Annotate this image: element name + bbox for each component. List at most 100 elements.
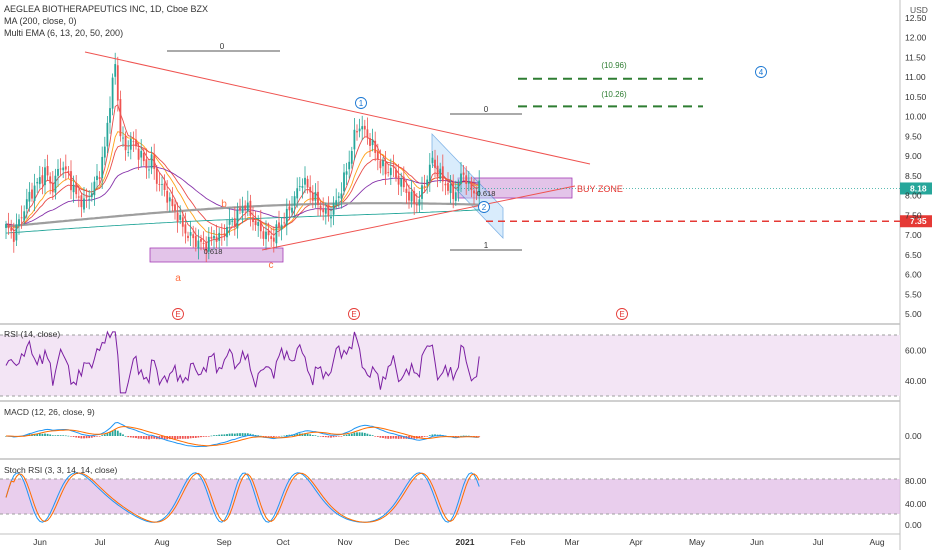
macd-histogram-bar [408,436,410,440]
macd-histogram-bar [421,436,423,438]
macd-histogram-bar [122,434,124,436]
time-tick-label: Jun [33,537,47,547]
macd-histogram-bar [475,436,478,437]
annotation-label: (10.26) [601,90,627,99]
candle-body [96,175,98,181]
annotation-label: BUY ZONE [577,184,623,194]
rsi-title: RSI (14, close) [4,329,60,339]
candle-body [202,242,205,244]
candle-body [270,236,273,239]
macd-histogram-bar [213,435,215,436]
macd-histogram-bar [77,436,80,438]
candle-body [462,172,465,175]
annotation-label: 0.618 [204,247,223,256]
macd-histogram-bar [428,435,431,436]
candle-body [124,135,127,151]
candle-body [67,171,70,173]
annotation-label: 2 [482,203,487,212]
macd-histogram-bar [265,436,267,437]
candle-body [90,193,93,198]
macd-histogram-bar [33,433,36,436]
macd-histogram-bar [67,435,70,437]
macd-histogram-bar [410,436,413,439]
candle-body [254,220,257,226]
time-tick-label: Aug [154,537,169,547]
macd-histogram-bar [322,436,325,438]
candle-body [278,222,280,228]
candle-body [475,192,478,194]
macd-histogram-bar [379,436,382,438]
macd-histogram-bar [314,435,317,436]
candle-body [400,178,403,187]
candle-body [163,183,166,190]
candle-body [452,182,455,200]
candle-body [46,166,49,176]
stoch-tick-label: 40.00 [905,499,927,509]
macd-histogram-bar [337,436,340,437]
macd-histogram-bar [197,436,200,438]
macd-histogram-bar [174,436,176,439]
candle-body [145,159,148,169]
rsi-line [5,330,480,394]
time-tick-label: Mar [565,537,580,547]
macd-histogram-bar [332,436,335,438]
candle-body [304,177,306,185]
macd-histogram-bar [93,436,96,438]
chart-title: AEGLEA BIOTHERAPEUTICS INC, 1D, Cboe BZX [4,4,208,14]
time-tick-label: Oct [276,537,290,547]
candle-body [460,173,462,184]
macd-histogram-bar [239,433,241,436]
indicator-ma-label: MA (200, close, 0) [4,16,77,26]
earnings-marker [616,308,628,320]
macd-histogram-bar [278,436,280,437]
macd-histogram-bar [226,434,228,436]
stop-price-label: 7.35 [910,216,927,226]
stoch-tick-label: 0.00 [905,520,922,530]
candle-body [293,196,296,206]
macd-histogram-bar [254,434,257,436]
candle-body [62,167,65,171]
candle-body [371,139,374,146]
candle-body [358,128,361,132]
macd-histogram-bar [101,435,104,436]
candle-body [85,196,88,198]
macd-histogram-bar [272,436,275,437]
candle-body [80,195,83,208]
macd-histogram-bar [192,436,195,439]
annotation-label: E [351,310,356,319]
macd-histogram-bar [478,436,481,437]
macd-histogram-bar [210,435,213,437]
macd-histogram-bar [340,436,343,437]
macd-histogram-bar [202,436,205,437]
macd-histogram-bar [382,436,384,439]
macd-histogram-bar [129,436,132,438]
macd-histogram-bar [280,435,283,437]
annotation-label: E [175,310,180,319]
price-tick-label: 6.00 [905,270,922,280]
candle-body [88,199,91,200]
candle-body [7,224,10,229]
candle-body [83,198,85,210]
candle-body [441,166,444,182]
macd-histogram-bar [395,436,397,439]
macd-histogram-bar [345,434,348,436]
candle-body [309,186,312,193]
candle-body [109,108,111,123]
price-tick-label: 12.50 [905,13,927,23]
candle-body [249,200,252,216]
candle-body [410,191,413,202]
candle-body [28,191,31,202]
macd-histogram-bar [319,436,322,437]
macd-histogram-bar [119,432,122,436]
candle-body [231,220,234,222]
last-price-tag [900,182,932,195]
wave-marker [755,66,767,78]
macd-histogram-bar [397,436,400,439]
candle-body [439,168,442,179]
candle-body [153,155,156,169]
candle-body [436,165,439,177]
candle-body [356,131,358,133]
macd-histogram-bar [413,436,416,439]
macd-histogram-bar [90,436,93,438]
